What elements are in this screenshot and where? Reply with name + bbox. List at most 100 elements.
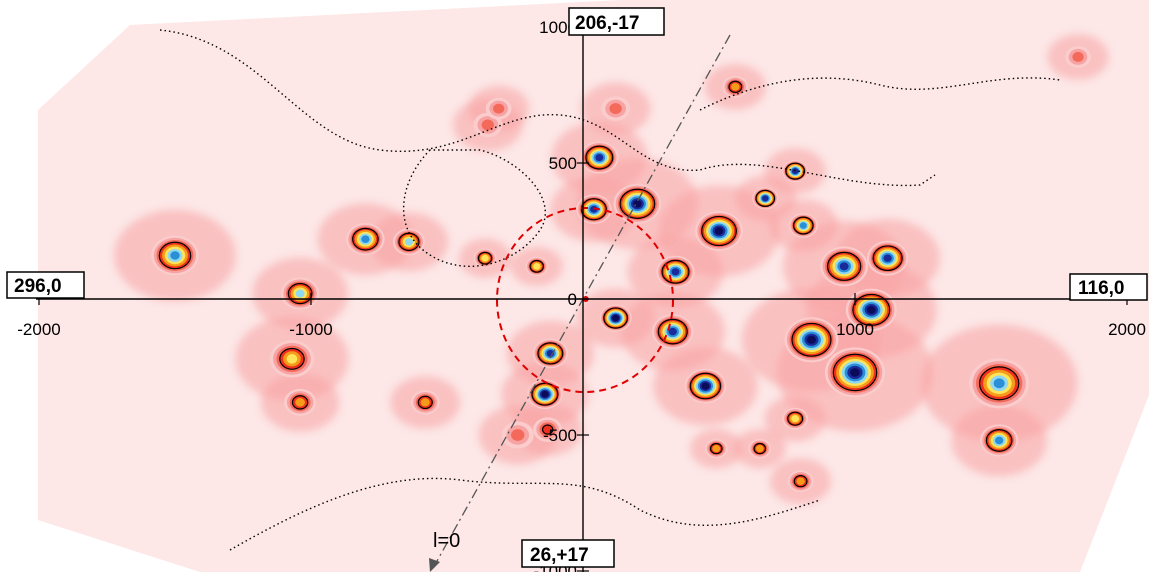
cloud-level (541, 424, 554, 435)
cloud-33 (704, 438, 728, 459)
cloud-level (883, 254, 892, 262)
cloud-level (404, 238, 413, 246)
cloud-37 (485, 97, 512, 120)
cloud-30 (533, 417, 563, 442)
cloud-24 (473, 248, 497, 268)
cloud-3 (820, 246, 869, 287)
axes: -2000 -1000 1000 2000 1000 500 0 -500 -1000 (17, 18, 1146, 572)
cloud-level (731, 83, 740, 91)
l0-label: l=0 (433, 530, 460, 552)
cloud-4 (866, 240, 909, 276)
cloud-level (612, 314, 620, 322)
cloud-level (866, 305, 876, 314)
cloud-1 (784, 317, 839, 363)
cloud-12 (684, 368, 727, 404)
dotted-contour-layer (159, 29, 1061, 551)
cloud-31 (787, 470, 814, 493)
cloud-level (993, 378, 1005, 389)
cloud-level (286, 354, 298, 364)
cloud-level (481, 119, 494, 131)
cloud-21 (280, 277, 320, 310)
cloud-23 (392, 228, 425, 256)
x-tick-label: -1000 (289, 320, 332, 339)
y-tick-label: -500 (543, 426, 577, 445)
cloud-38 (1065, 45, 1091, 68)
diffuse-emission-layer (114, 34, 1109, 505)
cloud-level (420, 398, 430, 407)
cloud-level (839, 262, 849, 271)
cloud-level (755, 445, 764, 453)
cloud-13 (969, 358, 1030, 409)
cloud-35 (722, 75, 749, 98)
cloud-14 (979, 424, 1019, 457)
direction-label-left: 296,0 (6, 271, 85, 299)
cloud-level (1072, 51, 1084, 62)
cloud-level (668, 327, 677, 336)
direction-right-text: 116,0 (1078, 278, 1125, 299)
cloud-level (701, 382, 710, 390)
cloud-level (533, 263, 541, 270)
x-ticks: -2000 -1000 1000 2000 (17, 293, 1146, 339)
cloud-level (295, 289, 305, 298)
direction-top-text: 206,-17 (575, 13, 639, 34)
direction-left-text: 296,0 (14, 276, 62, 297)
cloud-26 (269, 340, 315, 378)
cloud-15 (527, 379, 563, 410)
cloud-level (796, 477, 805, 486)
direction-label-right: 116,0 (1069, 273, 1148, 301)
cloud-level (361, 235, 370, 243)
cloud-level (511, 429, 525, 441)
cloud-27 (284, 388, 317, 416)
cloud-5 (695, 211, 743, 251)
galactic-center-direction: l=0 (429, 34, 731, 572)
cloud-7 (613, 183, 662, 224)
cloud-level (481, 254, 489, 262)
cloud-level (595, 153, 604, 162)
y-tick-label: 500 (549, 154, 577, 173)
cloud-11 (599, 304, 632, 332)
local-bubble-circle (496, 207, 674, 393)
cloud-level (295, 398, 305, 407)
direction-label-top: 206,-17 (568, 7, 665, 36)
cloud-level (633, 200, 642, 208)
cloud-39 (601, 96, 631, 121)
x-tick-label: 1000 (836, 320, 874, 339)
cloud-level (609, 103, 622, 115)
cloud-level (170, 251, 180, 260)
cloud-8 (580, 141, 619, 174)
right-dotted-contour (699, 77, 1061, 111)
cloud-level (493, 103, 505, 114)
cloud-22 (346, 223, 385, 256)
outer-dotted-contour (159, 29, 936, 187)
y-tick-label: 1000 (539, 18, 577, 37)
cloud-19 (788, 213, 818, 238)
cloud-level (799, 222, 807, 229)
x-tick-label: 2000 (1108, 320, 1146, 339)
cloud-10 (651, 314, 694, 350)
cloud-level (762, 195, 769, 202)
cloud-level (541, 390, 549, 398)
cloud-20 (151, 235, 199, 276)
cloud-6 (656, 255, 695, 288)
cloud-18 (752, 187, 779, 210)
l0-direction-line (431, 34, 731, 571)
cloud-34 (748, 438, 772, 459)
cloud-16 (532, 338, 568, 369)
direction-label-bottom: 26,+17 (521, 539, 615, 568)
cloud-level (806, 335, 816, 344)
direction-bottom-text: 26,+17 (530, 545, 589, 566)
cloud-28 (410, 390, 440, 415)
cloud-level (850, 368, 860, 377)
cloud-level (791, 415, 799, 423)
x-tick-label: -2000 (17, 320, 60, 339)
cloud-0 (824, 347, 886, 398)
cloud-25 (525, 256, 549, 277)
l0-arrow-icon (429, 558, 440, 572)
cloud-level (714, 227, 724, 235)
cloud-level (671, 268, 680, 276)
inner-dotted-contour (403, 149, 546, 267)
cloud-29 (501, 421, 534, 449)
cloud-level (995, 436, 1004, 445)
